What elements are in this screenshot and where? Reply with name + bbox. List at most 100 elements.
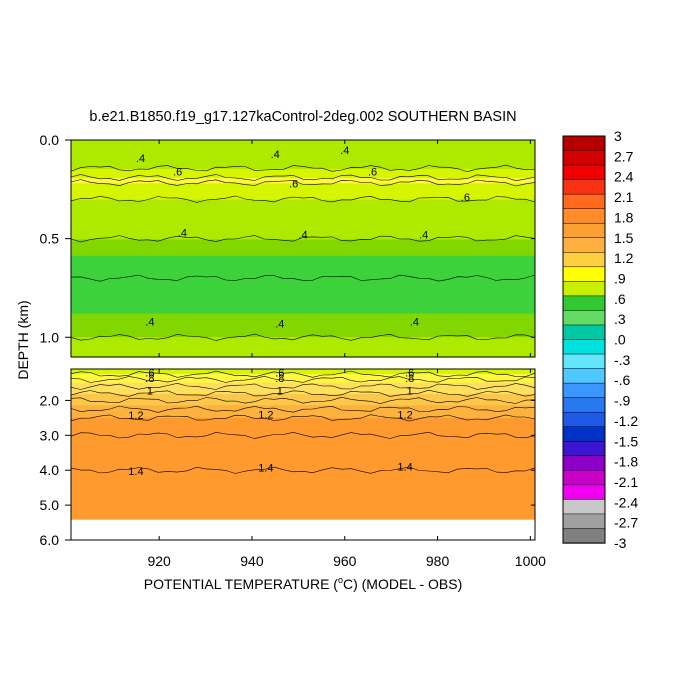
- contour-line: [70, 179, 536, 187]
- heatmap-cell: [71, 174, 535, 177]
- contour-label: .4: [271, 149, 280, 161]
- heatmap-cell: [71, 462, 535, 465]
- heatmap-cell: [71, 440, 535, 443]
- heatmap-cell: [71, 395, 535, 398]
- heatmap-cell: [71, 234, 535, 237]
- heatmap-cell: [71, 480, 535, 483]
- heatmap-cell: [71, 215, 535, 219]
- heatmap-cell: [71, 499, 535, 501]
- heatmap-cell: [71, 331, 535, 335]
- heatmap-cell: [71, 397, 535, 400]
- heatmap-cell: [71, 324, 535, 327]
- plot-frame: [70, 368, 536, 541]
- y-tick-label: 0.0: [40, 132, 60, 148]
- heatmap-cell: [71, 502, 535, 505]
- colorbar-frame: [562, 135, 606, 544]
- heatmap-cell: [71, 297, 535, 300]
- y-tick-label: 0.5: [40, 231, 60, 247]
- heatmap-cell: [71, 509, 535, 511]
- heatmap-cell: [71, 441, 535, 444]
- x-tick-label: 960: [333, 553, 357, 569]
- colorbar-label: -1.2: [614, 413, 638, 429]
- heatmap-cell: [71, 422, 535, 425]
- heatmap-cell: [71, 159, 535, 163]
- contour-label: .4: [419, 230, 428, 242]
- colorbar-label: 1.2: [614, 250, 634, 266]
- heatmap-cell: [71, 376, 535, 379]
- colorbar-label: 2.4: [614, 169, 634, 185]
- heatmap-cell: [71, 456, 535, 459]
- heatmap-cell: [71, 145, 535, 148]
- heatmap-cell: [71, 429, 535, 431]
- heatmap-cell: [71, 485, 535, 488]
- colorbar-swatch: [562, 281, 606, 297]
- heatmap-cell: [71, 319, 535, 322]
- heatmap-cell: [71, 415, 535, 418]
- heatmap-cell: [71, 504, 535, 506]
- heatmap-cell: [71, 412, 535, 415]
- heatmap-cell: [71, 349, 535, 353]
- heatmap-cell: [71, 461, 535, 464]
- heatmap-cell: [71, 293, 535, 297]
- contour-label: .8: [145, 373, 154, 385]
- heatmap-cell: [71, 311, 535, 315]
- heatmap-cell: [71, 512, 535, 515]
- lower-panel: .6.8.6.8.6.81 1 11.2 1.2 1.21.4 1.4 1.42.03.04…: [40, 367, 547, 569]
- contour-line: [70, 164, 536, 172]
- heatmap-cell: [71, 411, 535, 414]
- contour-line: [70, 235, 536, 243]
- contour-label: .8: [405, 373, 414, 385]
- heatmap-cell: [71, 405, 535, 408]
- heatmap-cell: [71, 400, 535, 403]
- heatmap-cell: [71, 394, 535, 396]
- colorbar-swatch: [562, 208, 606, 224]
- contour-label: .4: [298, 230, 307, 242]
- heatmap-cell: [71, 426, 535, 429]
- heatmap-cell: [71, 475, 535, 478]
- heatmap-cell: [71, 158, 535, 161]
- contour-label: 1.4: [397, 462, 412, 474]
- heatmap-cell: [71, 466, 535, 469]
- heatmap-cell: [71, 284, 535, 288]
- heatmap-cell: [71, 459, 535, 461]
- heatmap-cell: [71, 264, 535, 268]
- heatmap-cell: [71, 196, 535, 199]
- colorbar-label: .3: [614, 311, 626, 327]
- colorbar-swatch: [562, 193, 606, 210]
- heatmap-cell: [71, 266, 535, 269]
- heatmap-cell: [71, 375, 535, 378]
- contour-line: [70, 174, 536, 182]
- heatmap-cell: [71, 156, 535, 159]
- heatmap-cell: [71, 506, 535, 509]
- heatmap-cell: [71, 495, 535, 498]
- heatmap-cell: [71, 410, 535, 413]
- contour-label: .4: [145, 316, 154, 328]
- heatmap-cell: [71, 291, 535, 295]
- heatmap-cell: [71, 372, 535, 375]
- heatmap-cell: [71, 471, 535, 474]
- heatmap-cell: [71, 389, 535, 391]
- heatmap-cell: [71, 477, 535, 480]
- heatmap-cell: [71, 467, 535, 470]
- y-tick-label: 2.0: [40, 392, 60, 408]
- colorbar-swatch: [562, 513, 606, 530]
- heatmap-cell: [71, 476, 535, 479]
- heatmap-cell: [71, 282, 535, 286]
- heatmap-cell: [71, 288, 535, 291]
- heatmap-cell: [71, 328, 535, 331]
- heatmap-cell: [71, 214, 535, 217]
- heatmap-cell: [71, 308, 535, 311]
- contour-label: 1: [277, 386, 283, 398]
- heatmap-cell: [71, 333, 535, 336]
- heatmap-cell: [71, 313, 535, 317]
- heatmap-cell: [71, 208, 535, 212]
- heatmap-cell: [71, 147, 535, 150]
- colorbar-label: -2.1: [614, 474, 638, 490]
- colorbar-label: 3: [614, 128, 622, 144]
- heatmap-cell: [71, 143, 535, 147]
- heatmap-cell: [71, 201, 535, 204]
- contour-label: 1: [407, 386, 413, 398]
- heatmap-cell: [71, 205, 535, 208]
- contour-label: .6: [145, 367, 154, 379]
